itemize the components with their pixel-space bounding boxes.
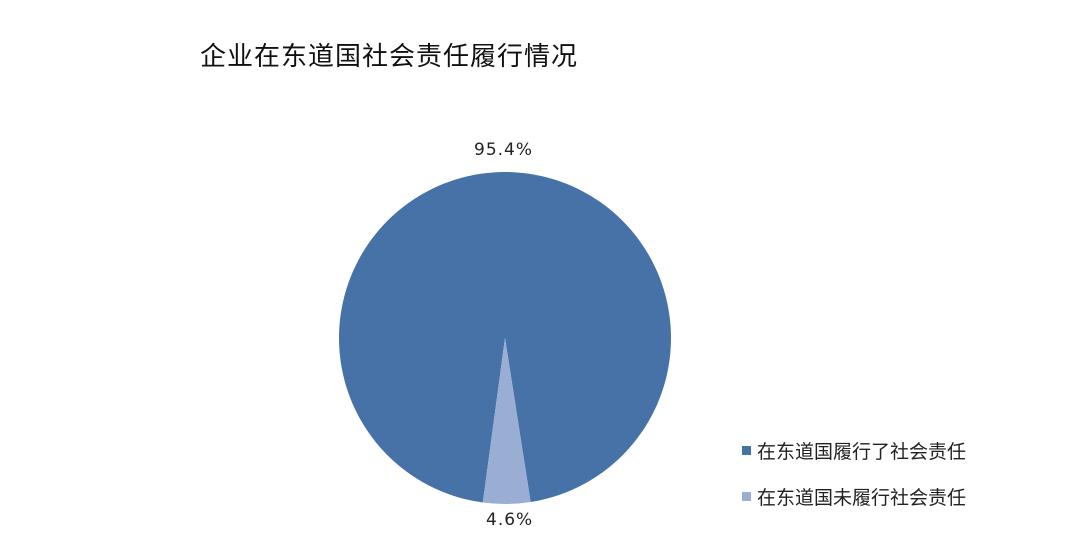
pie-slice-1 — [482, 338, 531, 504]
legend: 在东道国履行了社会责任 在东道国未履行社会责任 — [742, 437, 966, 529]
legend-item-0: 在东道国履行了社会责任 — [742, 437, 966, 463]
data-label-0: 95.4% — [474, 140, 534, 160]
pie-slice-0 — [339, 171, 672, 503]
legend-item-1: 在东道国未履行社会责任 — [742, 483, 966, 509]
legend-label-0: 在东道国履行了社会责任 — [757, 440, 967, 463]
chart-title: 企业在东道国社会责任履行情况 — [200, 42, 579, 72]
legend-swatch-0 — [742, 445, 751, 455]
legend-label-1: 在东道国未履行社会责任 — [757, 486, 967, 509]
data-label-1: 4.6% — [486, 510, 534, 530]
legend-swatch-1 — [742, 491, 751, 501]
